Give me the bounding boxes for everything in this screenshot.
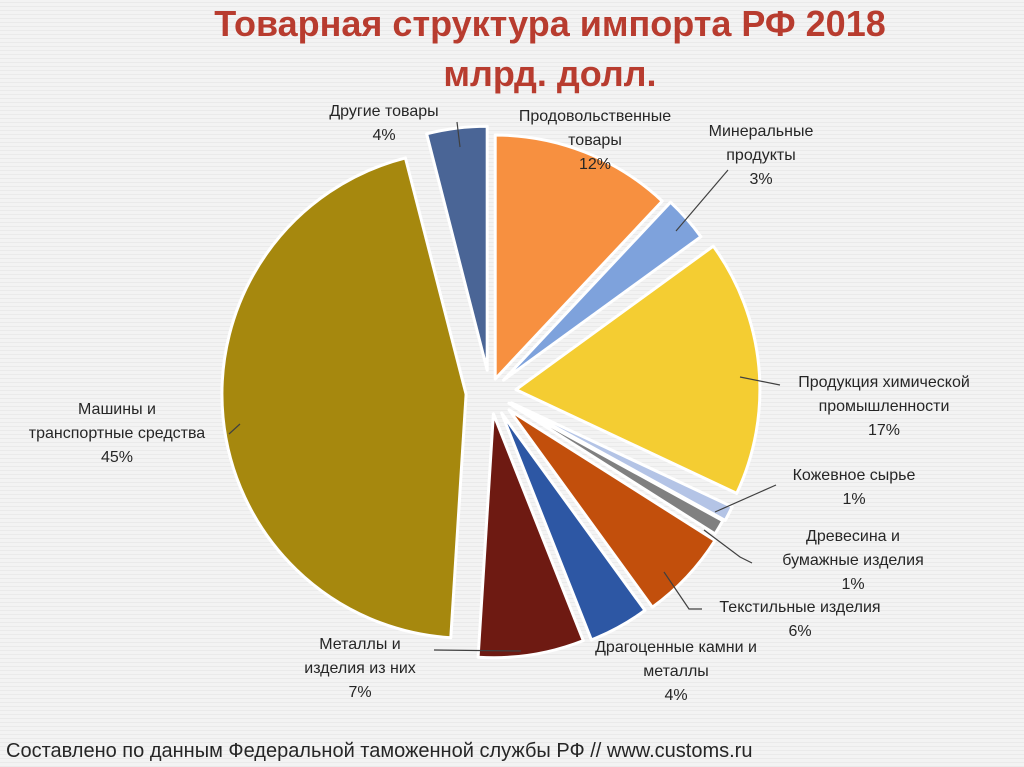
slice-label-mineral: Минеральные продукты 3%: [709, 123, 814, 188]
pie-slice-machinery: [220, 156, 468, 640]
chart-title: Товарная структура импорта РФ 2018: [214, 3, 886, 44]
pie-slice-leather: [509, 401, 734, 522]
chart-subtitle: млрд. долл.: [443, 53, 657, 94]
leader-line-wood: [703, 529, 753, 564]
pie-slice-wood: [507, 401, 725, 536]
slice-label-machinery: Машины и транспортные средства 45%: [29, 401, 206, 466]
slice-label-other: Другие товары 4%: [329, 103, 438, 144]
source-note: Составлено по данным Федеральной таможен…: [6, 740, 753, 762]
pie-slice-other: [425, 124, 489, 372]
leader-line-chemical: [739, 376, 781, 386]
slice-label-wood: Древесина и бумажные изделия 1%: [782, 528, 923, 593]
slice-label-textile: Текстильные изделия 6%: [719, 599, 880, 640]
pie-slice-gems: [500, 411, 647, 642]
pie-slice-chemical: [514, 244, 762, 495]
slice-label-leather: Кожевное сырье 1%: [793, 467, 916, 508]
slice-label-metals: Металлы и изделия из них 7%: [304, 636, 416, 701]
pie-slice-textile: [507, 408, 717, 609]
pie-slices: [220, 124, 762, 660]
slice-label-gems: Драгоценные камни и металлы 4%: [595, 639, 757, 704]
leader-line-metals: [433, 649, 522, 652]
slice-labels: Продовольственные товары 12% Минеральные про…: [29, 103, 970, 704]
leader-lines: [228, 121, 781, 652]
pie-slice-food: [493, 133, 664, 381]
leader-line-leather: [714, 484, 777, 513]
leader-line-textile: [663, 571, 702, 610]
slice-label-food: Продовольственные товары 12%: [519, 108, 671, 173]
leader-line-other: [456, 121, 461, 148]
slice-label-chemical: Продукция химической промышленности 17%: [798, 374, 970, 439]
pie-slice-metals: [476, 412, 585, 660]
leader-line-machinery: [228, 423, 241, 435]
leader-line-mineral: [675, 169, 729, 232]
